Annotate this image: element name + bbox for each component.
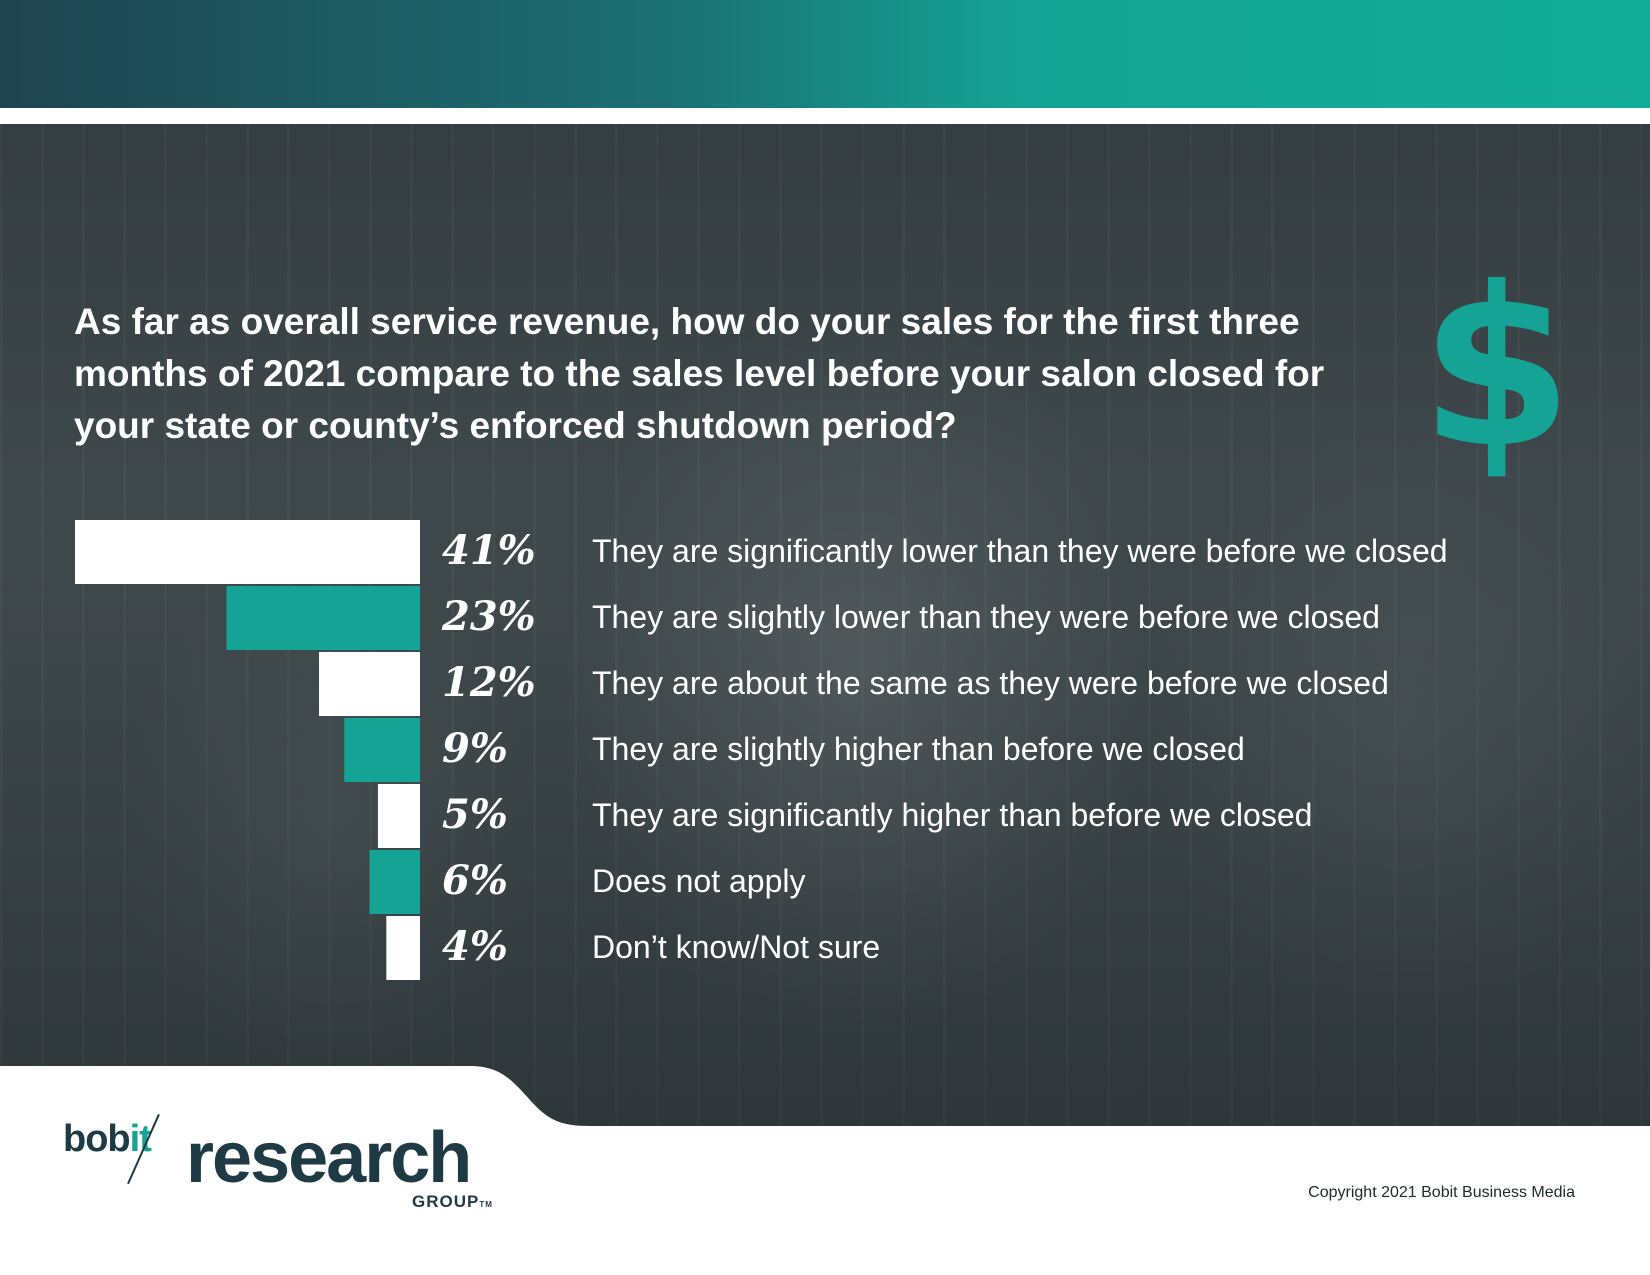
bobit-logo-prefix: bob [63,1118,131,1160]
data-label-3: 12% [442,659,536,706]
dollar-sign-icon: $ [1420,240,1574,496]
group-logo: GROUPTM [412,1192,493,1212]
category-label-5: They are significantly higher than befor… [592,797,1313,833]
data-label-4: 9% [442,725,508,772]
copyright-text: Copyright 2021 Bobit Business Media [1308,1184,1575,1201]
category-label-1: They are significantly lower than they w… [592,533,1448,569]
data-label-5: 5% [442,791,508,838]
bobit-logo-suffix: it [129,1118,152,1160]
data-label-6: 6% [442,857,508,904]
trademark-mark: TM [479,1200,493,1209]
category-label-7: Don’t know/Not sure [592,929,881,965]
chart-title: As far as overall service revenue, how d… [74,301,1325,446]
category-label-2: They are slightly lower than they were b… [592,599,1380,635]
bobit-logo: bobit [63,1118,152,1161]
data-label-7: 4% [442,923,508,970]
data-label-1: 41% [442,527,536,574]
research-logo: research [186,1118,472,1198]
category-label-3: They are about the same as they were bef… [592,665,1389,701]
data-label-2: 23% [442,593,536,640]
category-label-6: Does not apply [592,863,806,899]
group-logo-text: GROUP [412,1192,480,1211]
category-label-4: They are slightly higher than before we … [592,731,1245,767]
header-band [0,0,1650,108]
